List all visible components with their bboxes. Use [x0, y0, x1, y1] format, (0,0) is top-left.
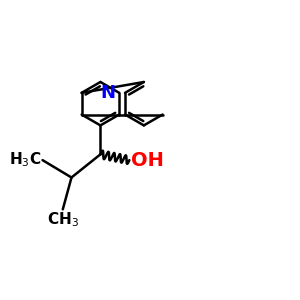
Text: CH$_3$: CH$_3$ — [47, 211, 79, 230]
Text: OH: OH — [131, 151, 164, 169]
Text: N: N — [100, 84, 115, 102]
Text: H$_3$C: H$_3$C — [9, 151, 41, 170]
